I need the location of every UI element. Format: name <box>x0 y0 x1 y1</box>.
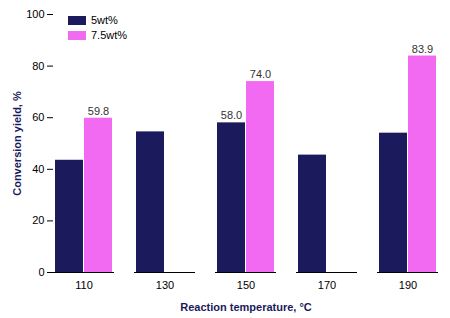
svg-text:58.0: 58.0 <box>221 109 242 121</box>
svg-text:20: 20 <box>32 214 44 226</box>
svg-text:Reaction temperature, °C: Reaction temperature, °C <box>180 301 312 313</box>
svg-text:110: 110 <box>75 279 93 291</box>
svg-text:80: 80 <box>32 60 44 72</box>
html-text:7.5wt%: 7.5wt% <box>91 29 128 41</box>
svg-text:59.8: 59.8 <box>88 105 109 117</box>
svg-text:74.0: 74.0 <box>250 68 271 80</box>
svg-text:170: 170 <box>318 279 336 291</box>
svg-text:130: 130 <box>156 279 174 291</box>
svg-text:40: 40 <box>32 163 44 175</box>
svg-text:60: 60 <box>32 111 44 123</box>
svg-text:83.9: 83.9 <box>412 43 433 55</box>
svg-text:190: 190 <box>399 279 417 291</box>
svg-text:0: 0 <box>38 266 44 278</box>
html-text:5wt%: 5wt% <box>91 14 118 26</box>
svg-text:Conversion yield, %: Conversion yield, % <box>11 91 23 196</box>
svg-text:100: 100 <box>26 8 44 20</box>
svg-text:150: 150 <box>237 279 255 291</box>
